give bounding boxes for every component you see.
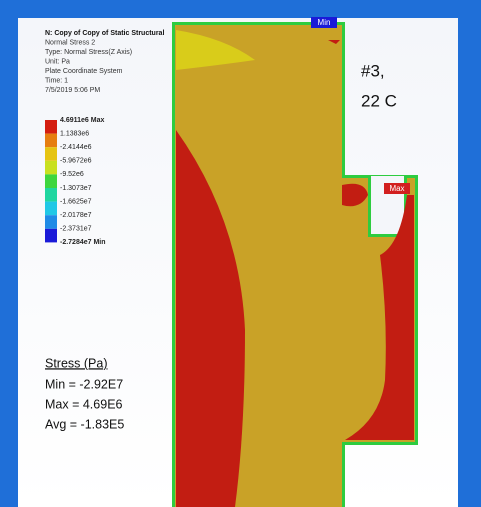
region-red-small — [328, 40, 340, 44]
stats: Stress (Pa) Min = -2.92E7 Max = 4.69E6 Avg … — [45, 356, 124, 431]
header-line: Unit: Pa — [45, 58, 70, 65]
stats-title: Stress (Pa) — [45, 356, 108, 370]
legend-label: -1.6625e7 — [60, 198, 92, 205]
legend-swatch — [45, 215, 57, 229]
probe-label: Min — [318, 18, 331, 27]
probe-label: Max — [389, 184, 404, 193]
probe-box — [311, 17, 337, 28]
header-title: N: Copy of Copy of Static Structural — [45, 30, 164, 37]
legend-swatch — [45, 160, 57, 175]
legend-label: 4.6911e6 Max — [60, 117, 104, 124]
legend-swatch — [45, 228, 57, 243]
region-red-right — [345, 195, 414, 440]
legend-label: -2.7284e7 Min — [60, 239, 106, 246]
header-line: Type: Normal Stress(Z Axis) — [45, 49, 132, 56]
annotation: #3, 22 C — [361, 61, 397, 110]
region-red — [342, 183, 368, 207]
annotation-line: 22 C — [361, 91, 397, 110]
region-yellow — [176, 30, 255, 70]
legend-label: 1.1383e6 — [60, 130, 89, 137]
legend-swatch — [45, 174, 57, 188]
legend-label: -2.4144e6 — [60, 144, 92, 151]
probe-max: Max — [384, 183, 410, 194]
stats-line: Avg = -1.83E5 — [45, 417, 124, 431]
stats-line: Max = 4.69E6 — [45, 397, 123, 411]
region-red-left — [176, 130, 245, 507]
legend-label: -5.9672e6 — [60, 158, 92, 165]
header-line: Plate Coordinate System — [45, 68, 123, 75]
annotation-line: #3, — [361, 61, 385, 80]
legend-label: -2.3731e7 — [60, 226, 92, 233]
legend-label: -2.0178e7 — [60, 212, 92, 219]
header-line: Normal Stress 2 — [45, 39, 95, 46]
probe-box — [384, 183, 410, 194]
legend-swatch — [45, 147, 57, 161]
probe-min: Min — [311, 17, 337, 28]
legend-swatch — [45, 188, 57, 202]
legend-swatch — [45, 120, 57, 134]
header-line: 7/5/2019 5:06 PM — [45, 87, 100, 94]
header: N: Copy of Copy of Static Structural Norm… — [45, 30, 164, 94]
stats-line: Min = -2.92E7 — [45, 377, 123, 391]
legend: 4.6911e6 Max 1.1383e6 -2.4144e6 -5.9672e6 -9… — [45, 117, 106, 246]
legend-label: -1.3073e7 — [60, 185, 92, 192]
legend-swatch — [45, 133, 57, 148]
model — [172, 22, 418, 507]
legend-label: -9.52e6 — [60, 171, 84, 178]
legend-swatch — [45, 201, 57, 216]
header-line: Time: 1 — [45, 77, 68, 84]
